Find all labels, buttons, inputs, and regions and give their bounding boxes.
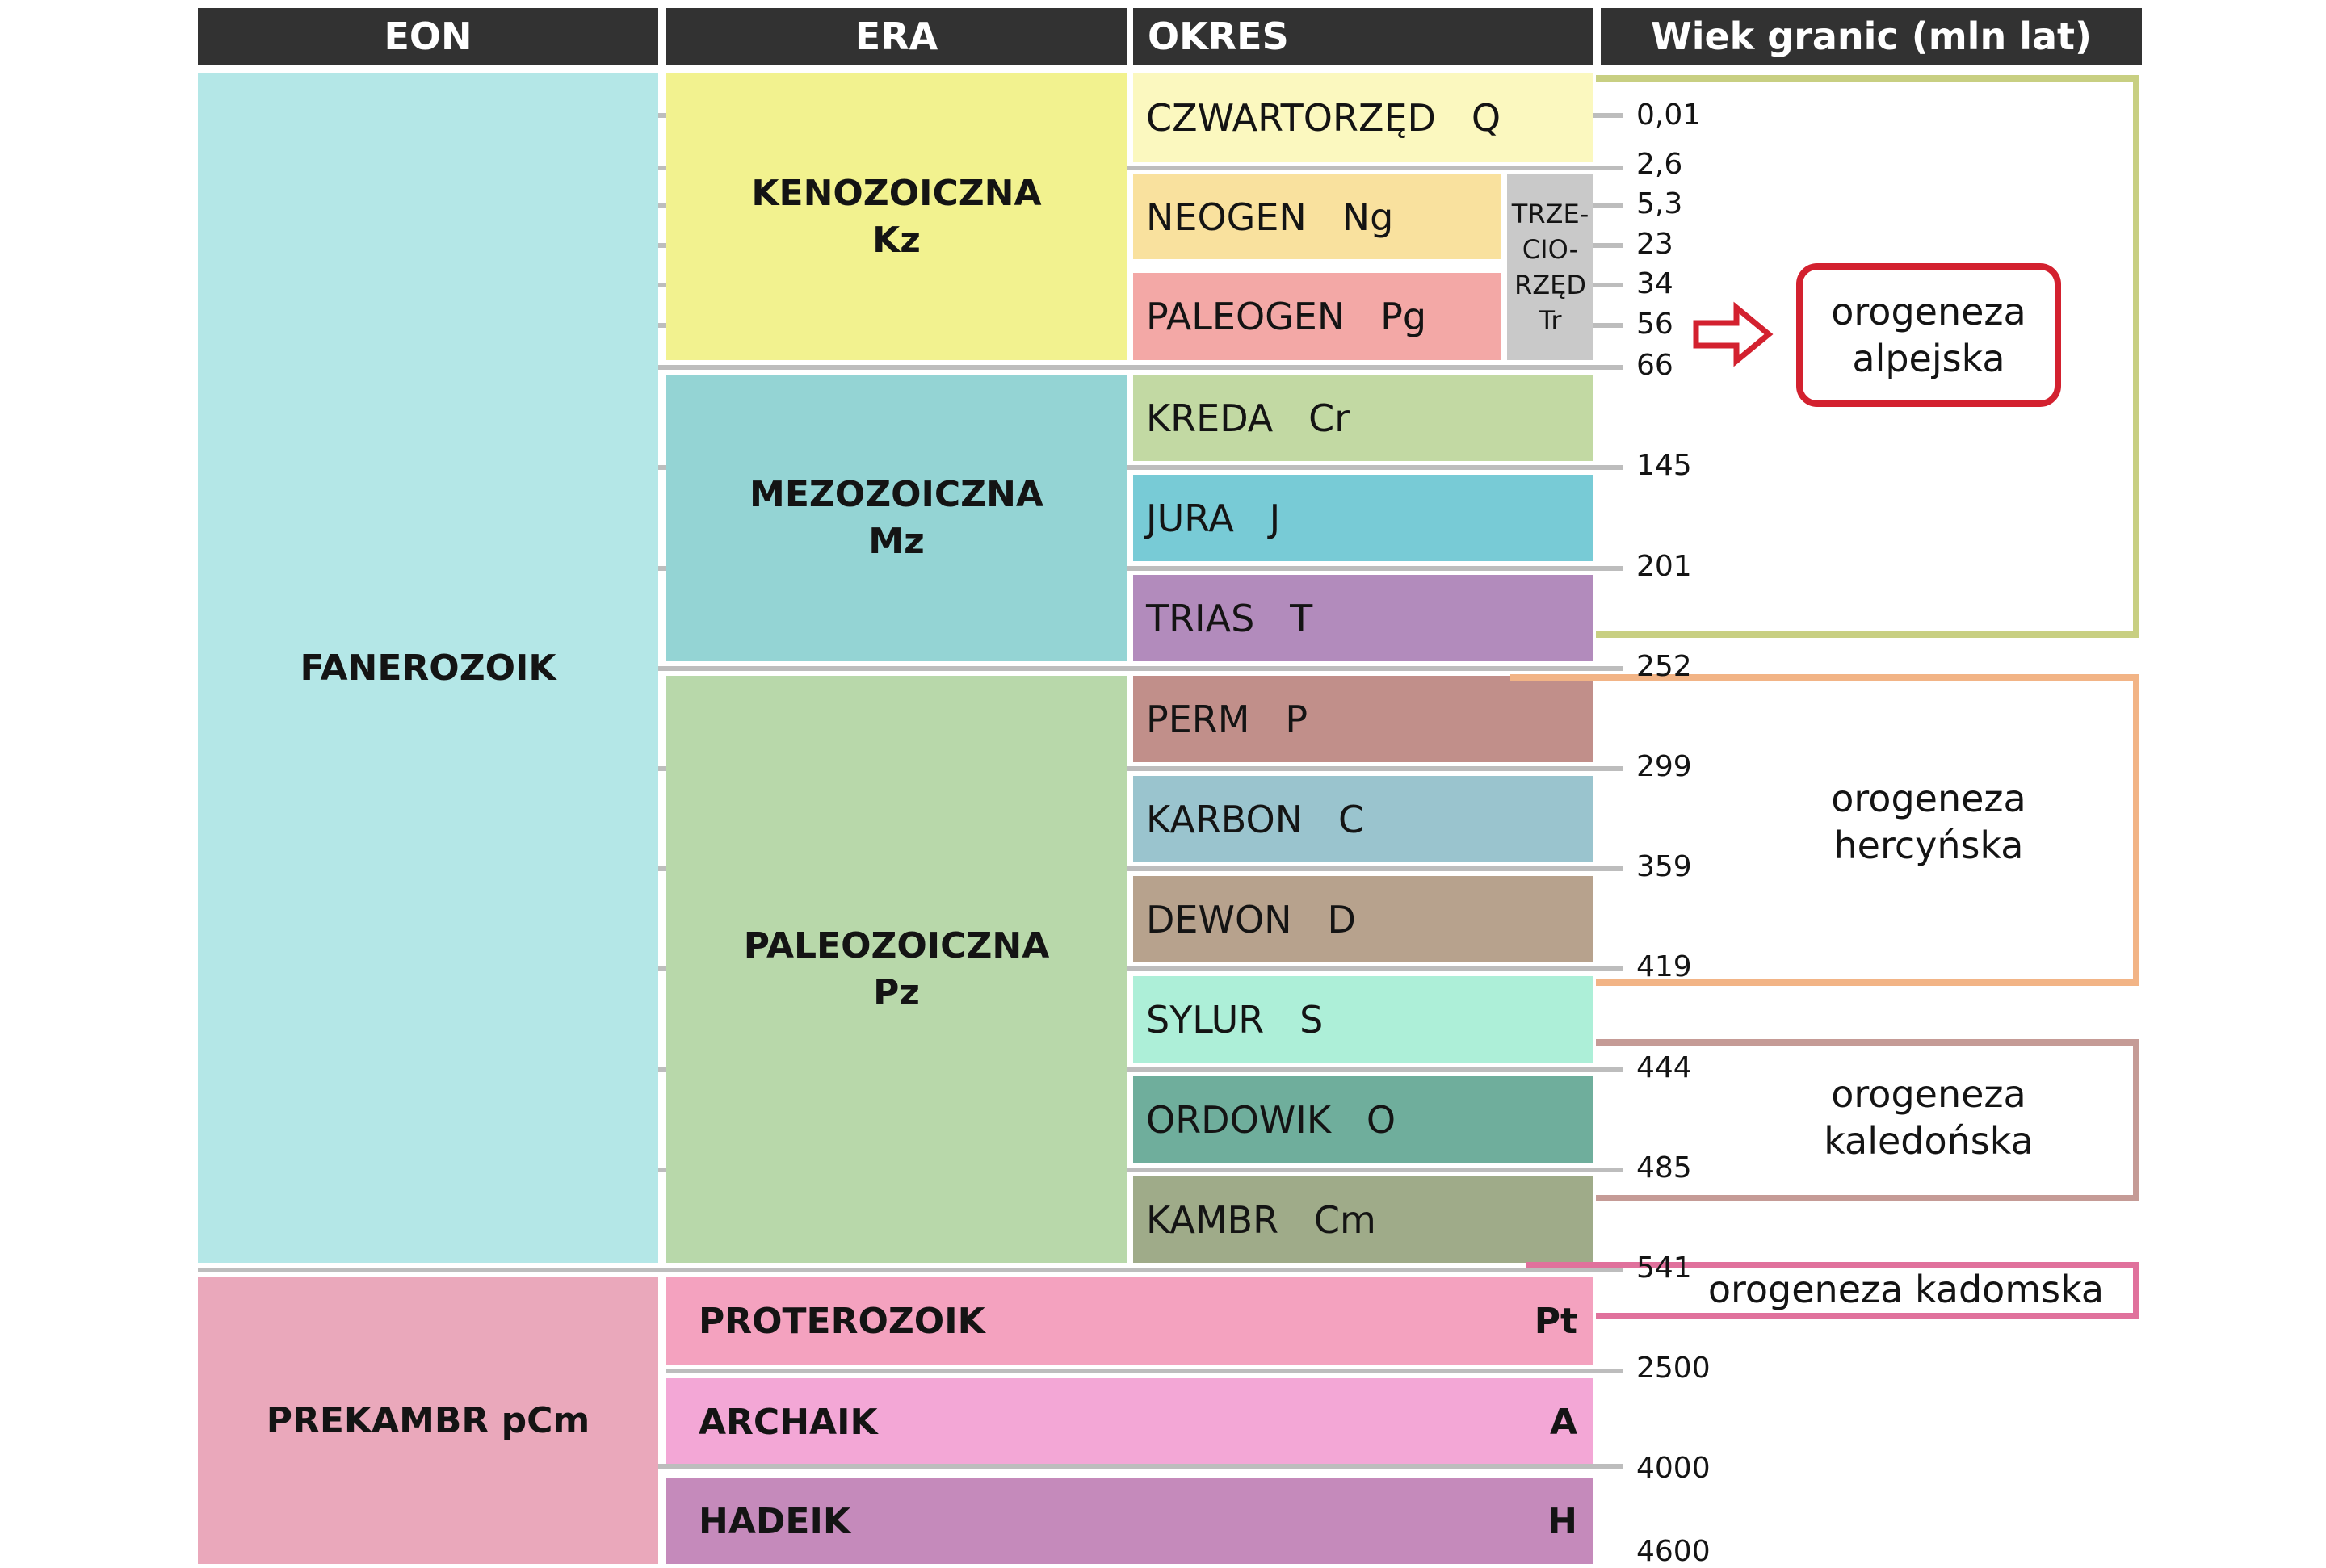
age-label: 419	[1636, 950, 1692, 983]
period-ordowik: ORDOWIK O	[1133, 1076, 1593, 1163]
age-label: 145	[1636, 449, 1692, 482]
orogeny-alpejska-line2: alpejska	[1852, 337, 2005, 380]
eon-fanerozoik-label: FANEROZOIK	[300, 647, 556, 689]
age-label: 359	[1636, 850, 1692, 883]
age-label: 252	[1636, 650, 1692, 683]
orogeny-hercynska-line2: hercyńska	[1833, 824, 2024, 867]
era-kenozoiczna-symbol: Kz	[872, 219, 921, 261]
age-label: 4600	[1636, 1535, 1711, 1568]
period-perm: PERM P	[1133, 676, 1593, 762]
eon-hadeik-name: HADEIK	[699, 1500, 850, 1542]
era-mezozoiczna-name: MEZOZOICZNA	[749, 473, 1043, 515]
eon-hadeik-symbol: H	[1547, 1500, 1577, 1542]
frame-alpejska	[1596, 75, 2139, 638]
period-czwartorzed: CZWARTORZĘD Q	[1133, 73, 1593, 162]
period-trias: TRIAS T	[1133, 575, 1593, 661]
eon-proterozoik-symbol: Pt	[1534, 1300, 1577, 1342]
age-label: 66	[1636, 349, 1673, 382]
orogeny-kaledonska-line2: kaledońska	[1824, 1119, 2034, 1163]
age-label: 34	[1636, 267, 1673, 300]
age-label: 4000	[1636, 1452, 1711, 1485]
period-sylur: SYLUR S	[1133, 976, 1593, 1063]
orogeny-hercynska-label: orogeneza hercyńska	[1761, 775, 2097, 869]
alpejska-highlight-box	[1796, 263, 2061, 407]
frame-kaledonska	[1596, 1039, 2139, 1201]
orogeny-alpejska-label: orogeneza alpejska	[1803, 288, 2055, 382]
eon-archaik-name: ARCHAIK	[699, 1401, 878, 1443]
period-jura: JURA J	[1133, 475, 1593, 561]
period-neogen: NEOGEN Ng	[1133, 174, 1501, 259]
eon-fanerozoik: FANEROZOIK	[198, 73, 658, 1263]
eon-proterozoik: PROTEROZOIK Pt	[666, 1277, 1593, 1365]
era-mezozoiczna: MEZOZOICZNA Mz	[666, 375, 1127, 661]
era-paleozoiczna-name: PALEOZOICZNA	[743, 924, 1050, 966]
period-kreda: KREDA Cr	[1133, 375, 1593, 461]
eon-prekambr: PREKAMBR pCm	[198, 1277, 658, 1564]
age-label: 2500	[1636, 1352, 1711, 1385]
period-paleogen: PALEOGEN Pg	[1133, 273, 1501, 360]
era-kenozoiczna: KENOZOICZNA Kz	[666, 73, 1127, 360]
header-eon: EON	[198, 8, 658, 65]
era-kenozoiczna-name: KENOZOICZNA	[751, 172, 1042, 214]
orogeny-hercynska-line1: orogeneza	[1831, 777, 2026, 820]
eon-archaik-symbol: A	[1549, 1401, 1577, 1443]
arrow-icon	[1693, 301, 1774, 367]
age-label: 541	[1636, 1251, 1692, 1285]
period-dewon: DEWON D	[1133, 876, 1593, 962]
header-era: ERA	[666, 8, 1127, 65]
boundary-lines	[198, 113, 1623, 1469]
trzeciorzed-line-3: RZĘD	[1514, 270, 1586, 300]
trzeciorzed-line-1: TRZE-	[1511, 199, 1589, 229]
eon-proterozoik-name: PROTEROZOIK	[699, 1300, 985, 1342]
age-label: 23	[1636, 228, 1673, 261]
eon-hadeik: HADEIK H	[666, 1478, 1593, 1564]
header-okres: OKRES	[1133, 8, 1593, 65]
age-label: 299	[1636, 750, 1692, 783]
trzeciorzed-block: TRZE- CIO- RZĘD Tr	[1507, 174, 1593, 360]
age-label: 201	[1636, 550, 1692, 583]
age-label: 5,3	[1636, 187, 1683, 220]
header-wiek: Wiek granic (mln lat)	[1601, 8, 2142, 65]
era-paleozoiczna-symbol: Pz	[873, 971, 920, 1013]
era-mezozoiczna-symbol: Mz	[868, 520, 925, 562]
frame-kadomska	[1526, 1262, 2139, 1319]
age-label: 444	[1636, 1051, 1692, 1084]
orogeny-kadomska-label: orogeneza kadomska	[1707, 1268, 2105, 1311]
frame-hercynska	[1510, 674, 2139, 986]
trzeciorzed-line-2: CIO-	[1522, 234, 1579, 265]
period-karbon: KARBON C	[1133, 776, 1593, 862]
eon-prekambr-label: PREKAMBR pCm	[266, 1399, 590, 1441]
age-label: 2,6	[1636, 148, 1683, 181]
age-label: 56	[1636, 308, 1673, 341]
period-kambr: KAMBR Cm	[1133, 1176, 1593, 1263]
age-label: 0,01	[1636, 99, 1702, 132]
trzeciorzed-line-4: Tr	[1539, 305, 1562, 336]
era-paleozoiczna: PALEOZOICZNA Pz	[666, 676, 1127, 1263]
orogeny-kaledonska-line1: orogeneza	[1831, 1072, 2026, 1116]
eon-archaik: ARCHAIK A	[666, 1378, 1593, 1465]
age-label: 485	[1636, 1151, 1692, 1184]
orogeny-alpejska-line1: orogeneza	[1831, 290, 2026, 333]
orogeny-kaledonska-label: orogeneza kaledońska	[1761, 1071, 2097, 1164]
